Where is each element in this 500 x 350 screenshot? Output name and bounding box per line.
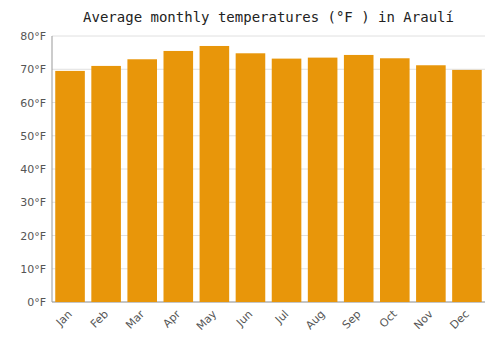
y-tick-label: 0°F	[27, 296, 46, 309]
bar	[163, 51, 193, 302]
y-tick-label: 70°F	[20, 63, 46, 76]
x-tick-label: Apr	[160, 307, 183, 330]
x-tick-label: Sep	[340, 308, 364, 332]
x-tick-label: Dec	[448, 308, 472, 332]
y-tick-label: 20°F	[20, 230, 46, 243]
bars	[55, 46, 482, 302]
axes: 0°F 10°F 20°F 30°F 40°F 50°F 60°F 70°F 80°F Jan Fe…	[20, 30, 485, 333]
y-tick-label: 80°F	[20, 30, 46, 43]
y-tick-label: 40°F	[20, 163, 46, 176]
title: Average monthly temperatures (°F ) in Ar…	[83, 9, 454, 25]
bar	[200, 46, 230, 302]
y-tick-label: 30°F	[20, 196, 46, 209]
x-tick-label: Mar	[123, 307, 147, 331]
bar	[55, 71, 85, 302]
bar	[380, 58, 410, 302]
chart-svg: 0°F 10°F 20°F 30°F 40°F 50°F 60°F 70°F 80°F Jan Fe…	[0, 0, 500, 350]
y-tick-label: 50°F	[20, 130, 46, 143]
bar	[416, 65, 446, 302]
x-tick-label: Jul	[272, 308, 291, 327]
x-tick-label: Nov	[411, 307, 436, 332]
bar	[236, 53, 266, 302]
bar	[91, 66, 121, 302]
x-tick-label: Oct	[377, 307, 400, 330]
y-tick-label: 60°F	[20, 97, 46, 110]
x-tick-label: May	[194, 307, 220, 333]
bar	[127, 59, 157, 302]
chart-container: 0°F 10°F 20°F 30°F 40°F 50°F 60°F 70°F 80°F Jan Fe…	[0, 0, 500, 350]
bar	[308, 58, 338, 302]
bar	[452, 70, 482, 302]
y-tick-label: 10°F	[20, 263, 46, 276]
bar	[272, 59, 302, 302]
x-tick-label: Jan	[53, 308, 75, 330]
bar	[344, 55, 374, 302]
grid-line	[52, 36, 485, 37]
x-tick-label: Jun	[233, 308, 255, 330]
grid	[52, 36, 485, 302]
x-tick-label: Feb	[88, 308, 111, 331]
y-axis-line	[52, 36, 53, 302]
x-tick-label: Aug	[303, 308, 327, 332]
